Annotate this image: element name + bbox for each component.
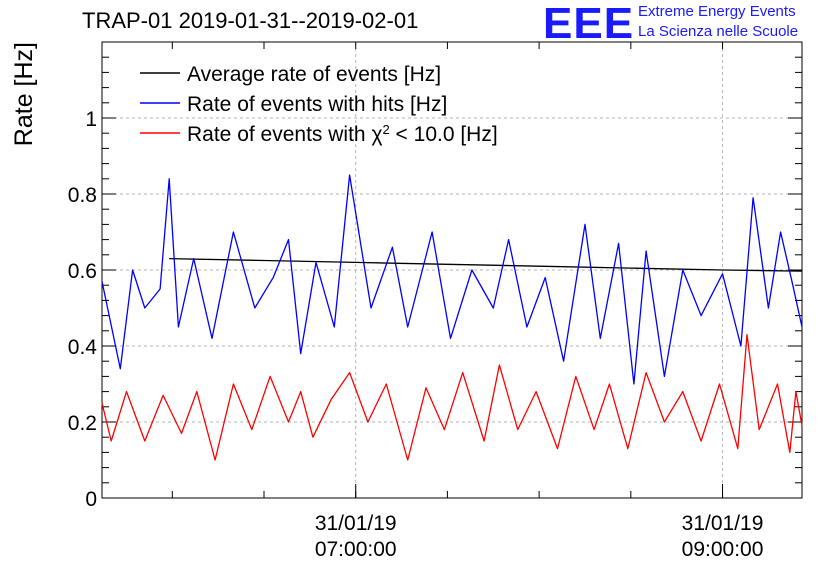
legend-label-chi2: Rate of events with χ2 < 10.0 [Hz]: [187, 122, 498, 147]
logo-text-line-1: Extreme Energy Events: [638, 3, 796, 20]
y-tick-label: 0.6: [68, 260, 97, 283]
data-series: [101, 174, 803, 461]
logo-text-line-2: La Scienza nelle Scuole: [638, 23, 799, 40]
y-axis-label: Rate [Hz]: [10, 42, 38, 146]
x-tick-label-date: 31/01/19: [315, 512, 397, 535]
x-tick-label-time: 09:00:00: [682, 538, 764, 561]
x-tick-label-date: 31/01/19: [682, 512, 764, 535]
x-tick-label-time: 07:00:00: [315, 538, 397, 561]
chi2-series-line: [101, 333, 803, 461]
legend-label-average: Average rate of events [Hz]: [187, 63, 441, 86]
chart-title: TRAP-01 2019-01-31--2019-02-01: [82, 8, 419, 33]
axis-ticks: [102, 41, 802, 499]
axis-labels: 0 0.2 0.4 0.6 0.8 1 31/01/19 07:00:00 31/01/19 09…: [10, 42, 763, 561]
average-series-line: [169, 257, 803, 272]
y-tick-label: 0.4: [68, 336, 98, 359]
legend-label-hits: Rate of events with hits [Hz]: [187, 93, 447, 116]
y-tick-label: 0: [85, 488, 97, 511]
y-tick-label: 0.8: [68, 184, 97, 207]
eee-logo: EEE: [543, 0, 635, 48]
y-tick-label: 0.2: [68, 412, 97, 435]
y-tick-label: 1: [85, 108, 97, 131]
hits-series-line: [101, 174, 803, 385]
legend: Average rate of events [Hz] Rate of event…: [140, 63, 498, 146]
